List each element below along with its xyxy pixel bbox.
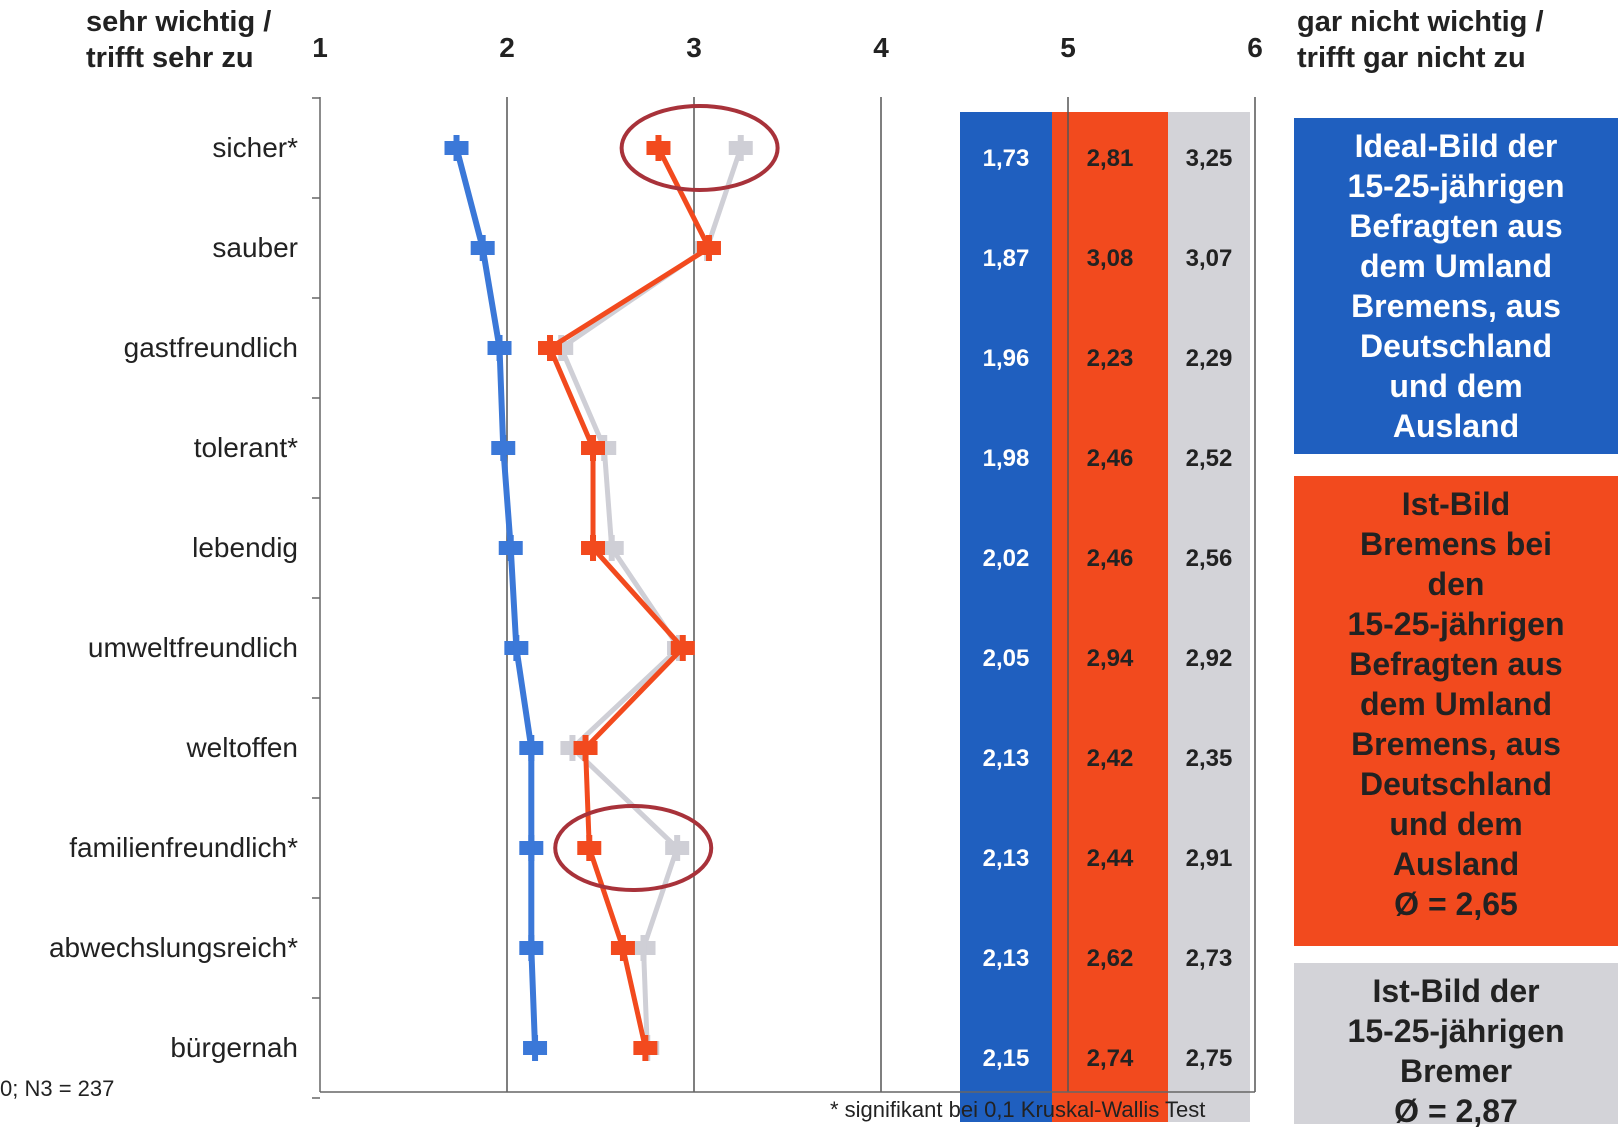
value-label: 2,46 xyxy=(1087,445,1134,472)
legend-box-3: Ist-Bild der 15-25-jährigen Bremer Ø = 2… xyxy=(1294,963,1618,1129)
x-tick-label-4: 4 xyxy=(873,32,889,63)
value-label: 1,96 xyxy=(983,345,1030,372)
data-point-stem-1 xyxy=(532,1035,539,1061)
x-tick-label-3: 3 xyxy=(686,32,702,63)
data-point-stem-1 xyxy=(513,635,520,661)
value-label: 2,13 xyxy=(983,945,1030,972)
value-column-3 xyxy=(1168,112,1250,1122)
footnote: * signifikant bei 0,1 Kruskal-Wallis Tes… xyxy=(830,1097,1206,1122)
legend-box-1: Ideal-Bild der 15-25-jährigen Befragten … xyxy=(1294,118,1618,454)
value-label: 2,62 xyxy=(1087,945,1134,972)
value-label: 2,81 xyxy=(1087,145,1134,172)
category-label: umweltfreundlich xyxy=(88,632,298,663)
value-label: 2,75 xyxy=(1186,1045,1233,1072)
value-label: 2,29 xyxy=(1186,345,1233,372)
value-label: 2,05 xyxy=(983,645,1030,672)
data-point-stem-3 xyxy=(608,535,615,561)
value-label: 2,92 xyxy=(1186,645,1233,672)
value-label: 2,52 xyxy=(1186,445,1233,472)
value-column-2 xyxy=(1052,112,1168,1122)
series-line-2 xyxy=(546,146,713,1049)
value-label: 3,08 xyxy=(1087,245,1134,272)
value-label: 2,42 xyxy=(1087,745,1134,772)
data-point-stem-3 xyxy=(640,935,647,961)
category-label: sauber xyxy=(212,232,298,263)
value-label: 2,91 xyxy=(1186,845,1233,872)
data-point-stem-2 xyxy=(547,335,554,361)
highlight-ellipse xyxy=(553,804,714,892)
value-label: 2,13 xyxy=(983,745,1030,772)
series-line-1 xyxy=(453,147,539,1049)
data-point-stem-1 xyxy=(479,235,486,261)
category-label: gastfreundlich xyxy=(124,332,298,363)
value-label: 3,07 xyxy=(1186,245,1233,272)
value-label: 2,15 xyxy=(983,1045,1030,1072)
value-label: 2,46 xyxy=(1087,545,1134,572)
data-point-stem-1 xyxy=(528,735,535,761)
x-tick-label-1: 1 xyxy=(312,32,328,63)
data-point-stem-3 xyxy=(674,835,681,861)
data-point-stem-2 xyxy=(619,935,626,961)
category-label: bürgernah xyxy=(170,1032,298,1063)
value-label: 2,56 xyxy=(1186,545,1233,572)
data-point-stem-2 xyxy=(586,835,593,861)
x-tick-label-5: 5 xyxy=(1060,32,1076,63)
category-label: abwechslungsreich* xyxy=(49,932,298,963)
data-point-stem-1 xyxy=(528,935,535,961)
x-tick-label-2: 2 xyxy=(499,32,515,63)
value-label: 1,87 xyxy=(983,245,1030,272)
data-point-stem-1 xyxy=(528,835,535,861)
value-column-1 xyxy=(960,112,1052,1122)
category-label: sicher* xyxy=(212,132,298,163)
legend-box-2: Ist-Bild Bremens bei den 15-25-jährigen … xyxy=(1294,476,1618,946)
data-point-stem-2 xyxy=(642,1035,649,1061)
data-point-stem-3 xyxy=(569,735,576,761)
category-label: lebendig xyxy=(192,532,298,563)
value-label: 2,35 xyxy=(1186,745,1233,772)
data-point-stem-2 xyxy=(705,235,712,261)
sample-size-note: 0; N3 = 237 xyxy=(0,1076,115,1101)
data-point-stem-1 xyxy=(453,135,460,161)
category-label: tolerant* xyxy=(194,432,298,463)
data-point-stem-2 xyxy=(590,535,597,561)
data-point-stem-1 xyxy=(507,535,514,561)
category-label: weltoffen xyxy=(185,732,298,763)
x-tick-label-6: 6 xyxy=(1247,32,1263,63)
data-point-stem-1 xyxy=(500,435,507,461)
value-label: 2,02 xyxy=(983,545,1030,572)
value-label: 3,25 xyxy=(1186,145,1233,172)
data-point-stem-2 xyxy=(582,735,589,761)
category-label: familienfreundlich* xyxy=(69,832,298,863)
value-label: 2,23 xyxy=(1087,345,1134,372)
value-label: 2,13 xyxy=(983,845,1030,872)
data-point-stem-1 xyxy=(496,335,503,361)
value-label: 1,98 xyxy=(983,445,1030,472)
data-point-stem-2 xyxy=(655,135,662,161)
value-label: 2,74 xyxy=(1087,1045,1134,1072)
value-label: 2,44 xyxy=(1087,845,1134,872)
value-label: 1,73 xyxy=(983,145,1030,172)
data-point-stem-3 xyxy=(737,135,744,161)
data-point-stem-2 xyxy=(679,635,686,661)
header-right-label: gar nicht wichtig / trifft gar nicht zu xyxy=(1297,6,1544,74)
data-point-stem-2 xyxy=(590,435,597,461)
value-label: 2,94 xyxy=(1087,645,1134,672)
highlight-ellipse xyxy=(619,104,780,192)
value-label: 2,73 xyxy=(1186,945,1233,972)
header-left-label: sehr wichtig / trifft sehr zu xyxy=(86,6,272,74)
